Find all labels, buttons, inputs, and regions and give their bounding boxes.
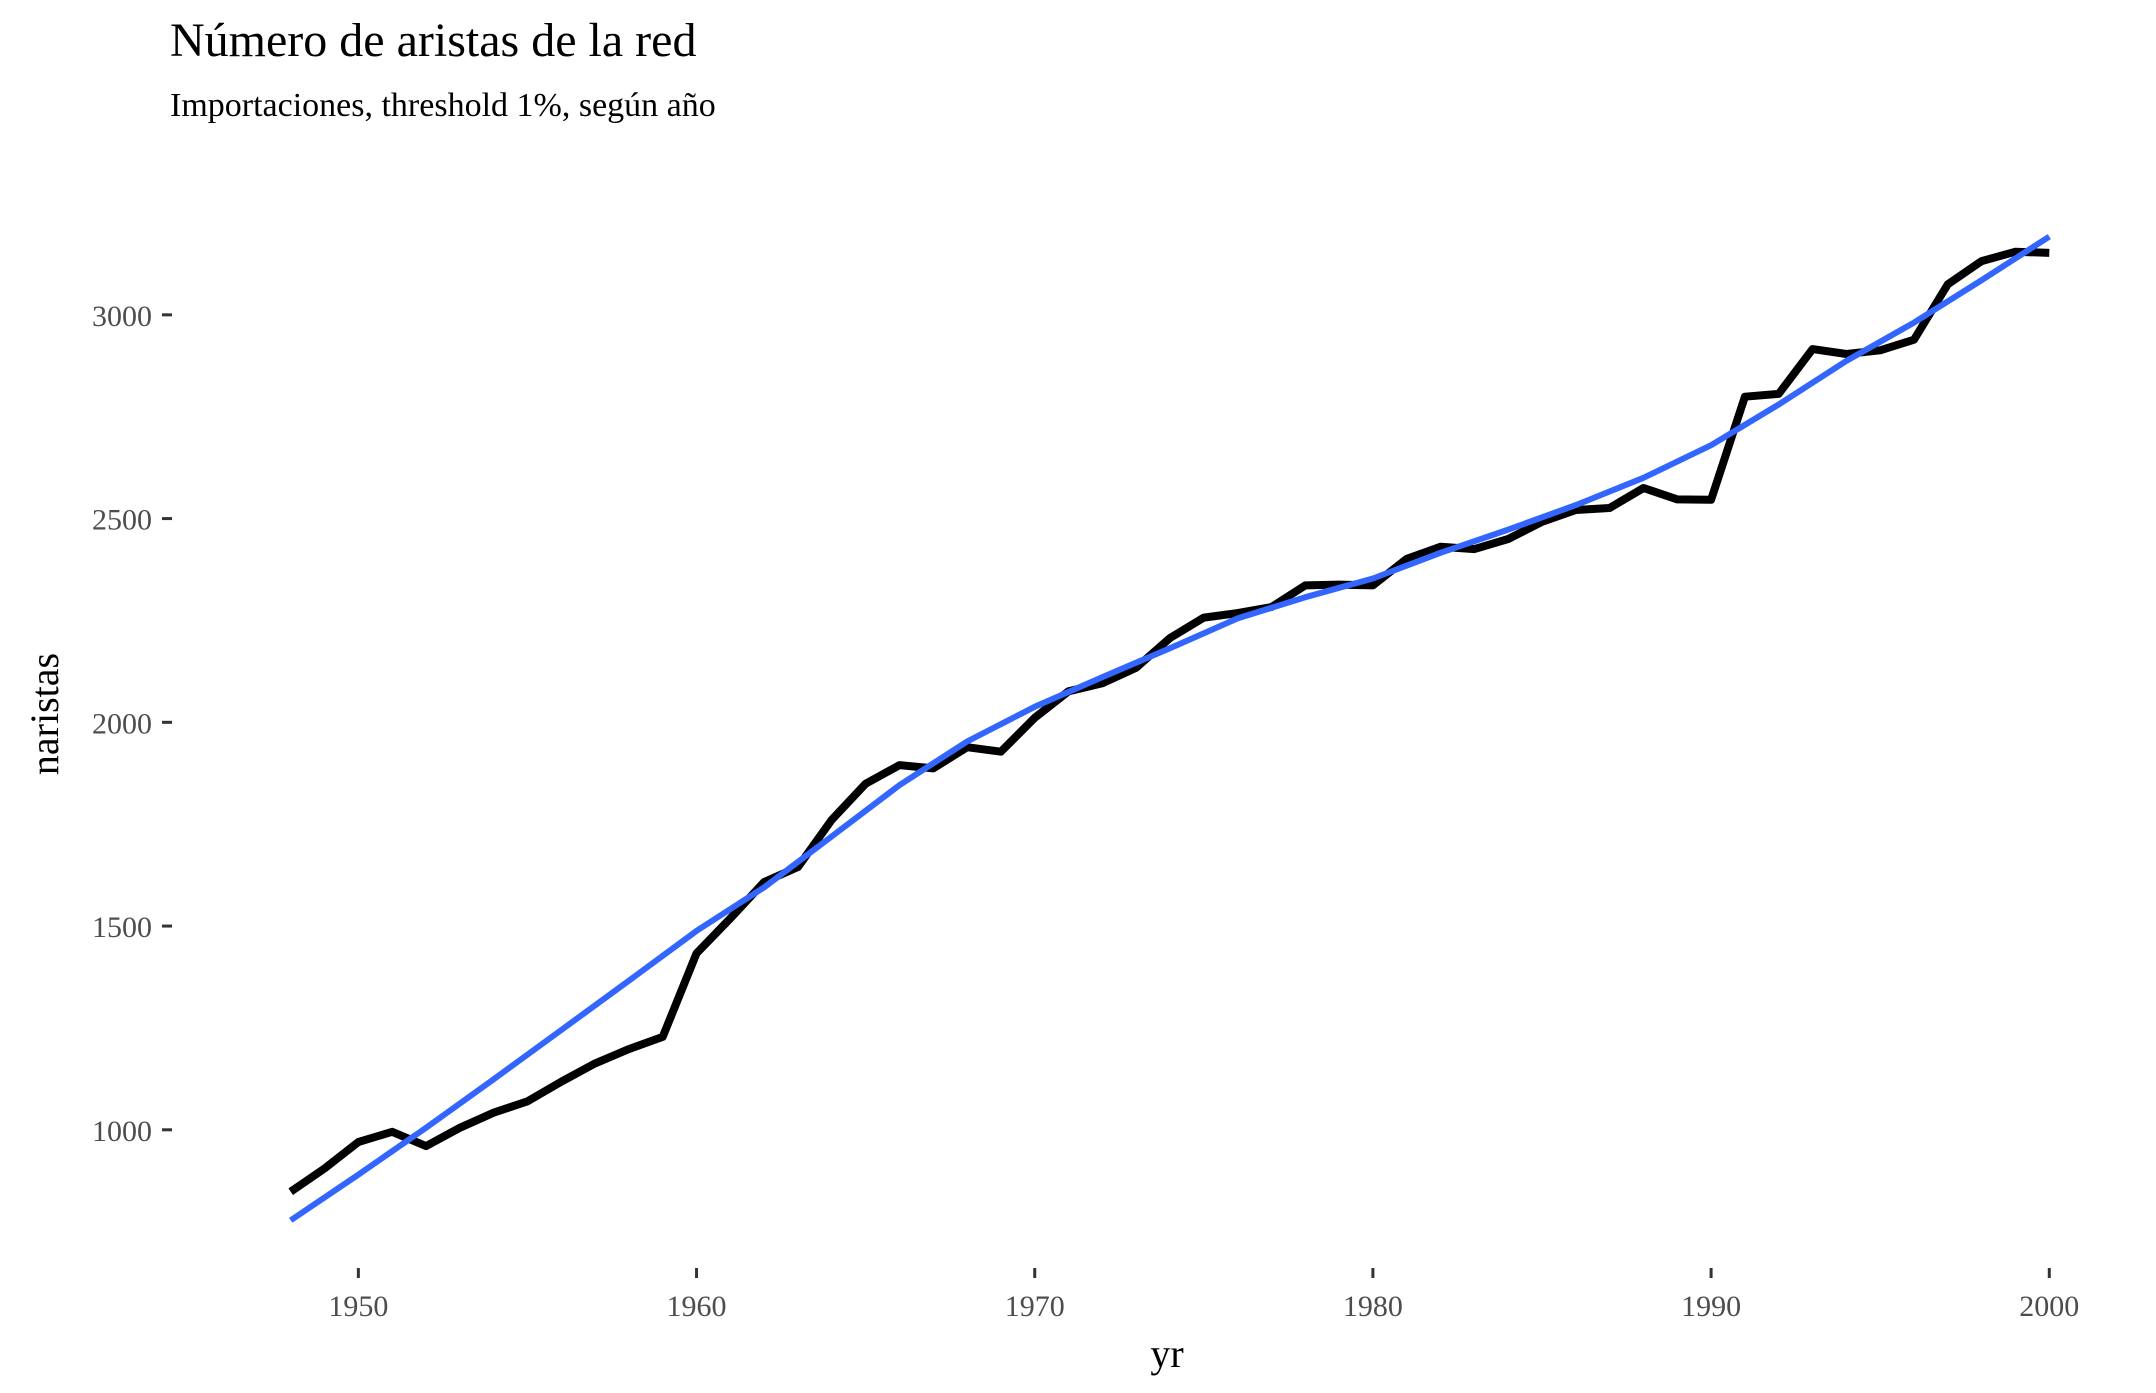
chart-title: Número de aristas de la red <box>170 14 696 67</box>
x-tick-label: 1970 <box>1005 1290 1065 1323</box>
data-line <box>288 247 2050 1195</box>
plot-area <box>288 234 2051 1223</box>
x-tick-label: 1980 <box>1343 1290 1403 1323</box>
x-tick-label: 2000 <box>2019 1290 2079 1323</box>
y-tick-label: 2000 <box>92 707 152 740</box>
x-tick-label: 1960 <box>667 1290 727 1323</box>
x-tick-label: 1990 <box>1681 1290 1741 1323</box>
x-tick-label: 1950 <box>328 1290 388 1323</box>
y-tick-label: 1000 <box>92 1115 152 1148</box>
y-tick-label: 3000 <box>92 300 152 333</box>
x-axis-label: yr <box>1150 1331 1183 1376</box>
x-axis: 1950 1960 1970 1980 1990 2000 <box>328 1268 2079 1323</box>
trend-line <box>289 234 2051 1223</box>
y-axis-label: naristas <box>22 653 67 775</box>
y-axis: 1000 1500 2000 2500 3000 <box>92 300 172 1148</box>
y-tick-label: 2500 <box>92 504 152 537</box>
chart-subtitle: Importaciones, threshold 1%, según año <box>170 87 716 124</box>
y-tick-label: 1500 <box>92 911 152 944</box>
